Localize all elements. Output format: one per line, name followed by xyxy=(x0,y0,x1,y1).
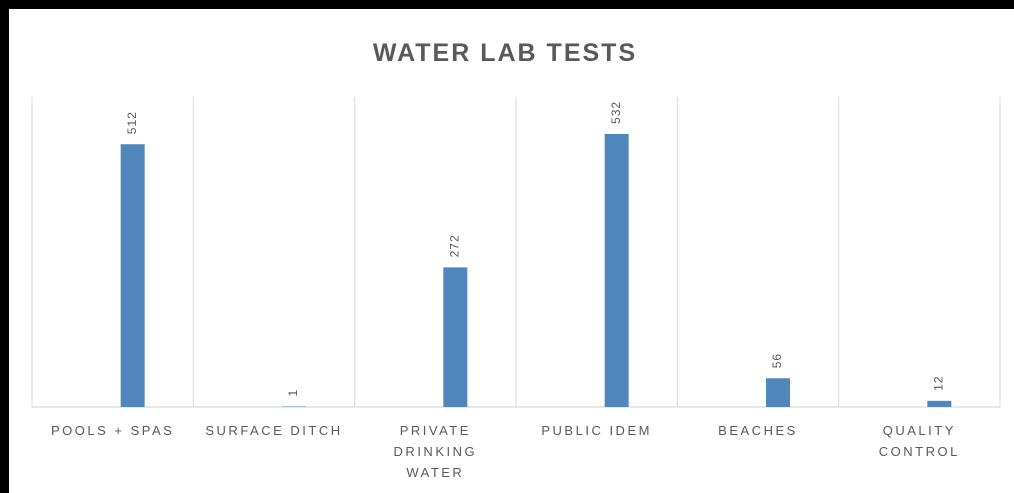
x-tick-label: SURFACE DITCH xyxy=(205,423,342,438)
x-tick-label: POOLS + SPAS xyxy=(51,423,174,438)
data-label: 1 xyxy=(286,389,300,397)
x-tick-label-line: PUBLIC IDEM xyxy=(541,423,652,438)
x-tick-label: BEACHES xyxy=(718,423,798,438)
x-tick-label-line: WATER xyxy=(406,465,464,480)
x-tick-label-line: DRINKING xyxy=(394,444,478,459)
chart: WATER LAB TESTS POOLS + SPAS 512 SURFACE D… xyxy=(31,39,1001,480)
x-tick-label-line: SURFACE DITCH xyxy=(205,423,342,438)
x-tick-label: PUBLIC IDEM xyxy=(541,423,652,438)
chart-frame: WATER LAB TESTS POOLS + SPAS 512 SURFACE D… xyxy=(9,9,1014,493)
data-label: 12 xyxy=(932,375,946,390)
chart-title: WATER LAB TESTS xyxy=(373,39,637,67)
bar xyxy=(766,378,790,407)
data-label: 512 xyxy=(125,111,139,134)
data-label: 56 xyxy=(770,353,784,368)
bar xyxy=(120,144,145,407)
data-label: 272 xyxy=(448,234,462,257)
bar xyxy=(282,406,306,407)
x-tick-label-line: QUALITY xyxy=(883,423,956,438)
x-tick-label-line: PRIVATE xyxy=(400,423,471,438)
bar xyxy=(927,400,952,407)
x-tick-label: QUALITY CONTROL xyxy=(879,423,960,459)
bar xyxy=(443,267,468,407)
x-tick-label-line: BEACHES xyxy=(718,423,798,438)
x-tick-label: PRIVATE DRINKING WATER xyxy=(394,423,478,480)
x-tick-label-line: CONTROL xyxy=(879,444,960,459)
x-tick-label-line: POOLS + SPAS xyxy=(51,423,174,438)
data-label: 532 xyxy=(609,101,623,124)
bar xyxy=(604,133,629,407)
